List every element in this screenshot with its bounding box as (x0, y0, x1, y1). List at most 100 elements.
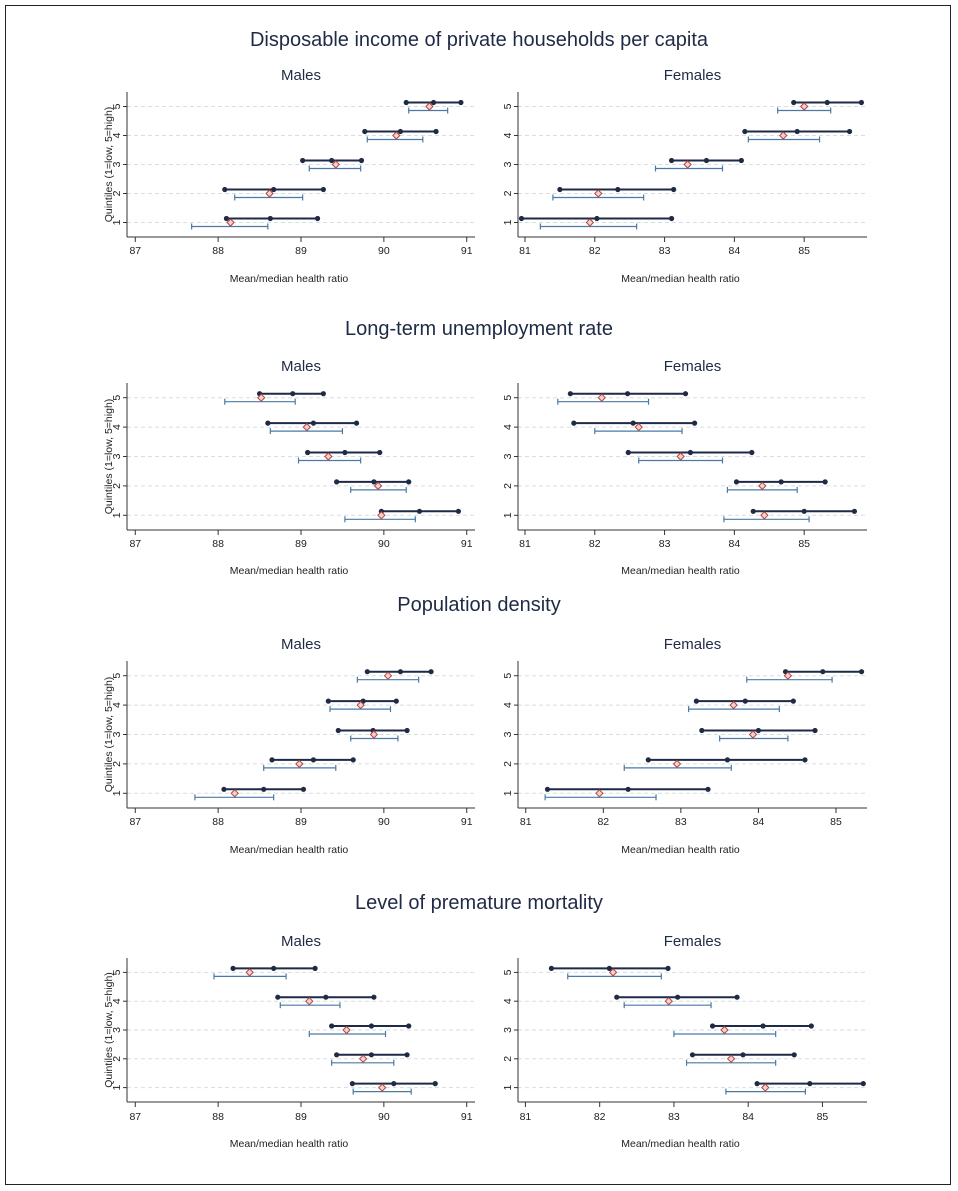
median-marker (748, 730, 758, 739)
range-point (624, 391, 631, 397)
range-point (320, 186, 326, 193)
range-point (750, 508, 756, 514)
range-point (671, 186, 677, 193)
range-point (548, 965, 555, 972)
x-axis-title: Mean/median health ratio (621, 844, 740, 856)
y-tick-label: 5 (502, 395, 514, 401)
x-axis-title: Mean/median health ratio (621, 1138, 740, 1150)
range-point (615, 186, 621, 193)
y-tick-label: 4 (111, 424, 123, 430)
panel-title: Females (664, 67, 722, 84)
median-marker (342, 1025, 351, 1035)
x-tick-label: 91 (461, 1111, 473, 1123)
y-tick-label: 1 (111, 219, 123, 225)
y-tick-label: 3 (502, 161, 514, 167)
x-tick-label: 88 (212, 816, 224, 828)
range-point (791, 1052, 797, 1058)
range-point (724, 757, 731, 763)
median-marker (608, 968, 618, 977)
x-axis-title: Mean/median health ratio (230, 844, 349, 856)
x-tick-label: 87 (129, 538, 141, 550)
y-tick-label: 3 (111, 1027, 123, 1033)
range-point (397, 669, 404, 675)
median-marker (634, 422, 643, 432)
range-point (625, 449, 631, 456)
range-point (275, 994, 281, 1000)
y-tick-label: 5 (502, 969, 514, 975)
range-point (353, 420, 360, 426)
range-point (406, 1023, 412, 1029)
x-tick-label: 83 (659, 538, 671, 550)
median-marker (324, 452, 333, 461)
y-tick-label: 4 (502, 998, 514, 1004)
y-tick-label: 3 (111, 161, 123, 167)
median-marker (595, 789, 604, 798)
range-point (606, 965, 612, 972)
section-title: Disposable income of private households … (250, 29, 709, 51)
y-tick-label: 2 (111, 761, 123, 767)
range-point (312, 965, 318, 972)
range-point (755, 727, 762, 734)
range-point (430, 99, 437, 106)
range-point (300, 786, 307, 792)
range-point (433, 128, 439, 135)
range-point (458, 99, 464, 106)
range-point (342, 449, 348, 456)
range-point (305, 449, 311, 456)
section-title: Population density (397, 594, 560, 616)
range-point (808, 1023, 814, 1029)
range-point (860, 1081, 866, 1087)
x-tick-label: 82 (594, 1111, 606, 1123)
range-point (335, 727, 341, 734)
range-point (571, 420, 577, 426)
x-tick-label: 89 (295, 538, 307, 550)
range-point (393, 698, 399, 704)
median-marker (585, 218, 595, 227)
y-tick-label: 2 (502, 483, 514, 489)
range-point (754, 1081, 760, 1087)
x-tick-label: 91 (461, 816, 473, 828)
y-axis-title: Quintiles (1=low, 5=high) (103, 677, 115, 793)
x-tick-label: 88 (212, 245, 224, 257)
range-point (740, 1052, 746, 1058)
x-tick-label: 83 (659, 245, 671, 257)
x-axis-title: Mean/median health ratio (230, 1138, 349, 1150)
x-tick-label: 81 (520, 816, 532, 828)
median-marker (676, 452, 685, 461)
range-point (329, 1023, 335, 1029)
range-point (364, 669, 370, 675)
range-point (703, 157, 710, 164)
range-point (689, 1052, 696, 1058)
median-marker (761, 1083, 770, 1092)
x-tick-label: 81 (520, 1111, 532, 1123)
x-tick-label: 90 (378, 816, 390, 828)
y-tick-label: 2 (111, 483, 123, 489)
x-tick-label: 83 (675, 816, 687, 828)
range-point (329, 157, 335, 164)
range-point (334, 1052, 340, 1058)
range-point (846, 128, 853, 135)
range-point (614, 994, 620, 1000)
section-title: Long-term unemployment rate (345, 318, 613, 340)
y-tick-label: 2 (111, 190, 123, 196)
range-point (778, 479, 784, 485)
y-tick-label: 1 (502, 219, 514, 225)
range-point (432, 1081, 438, 1087)
y-tick-label: 3 (111, 453, 123, 459)
median-marker (758, 481, 767, 491)
x-axis-title: Mean/median health ratio (621, 565, 740, 577)
median-marker (302, 422, 312, 432)
range-point (557, 186, 563, 193)
y-tick-label: 4 (111, 132, 123, 138)
range-point (734, 994, 740, 1000)
x-tick-label: 82 (597, 816, 609, 828)
median-marker (305, 996, 314, 1006)
range-point (391, 1081, 397, 1087)
y-tick-label: 1 (111, 790, 123, 796)
range-point (397, 128, 404, 135)
panel-title: Females (664, 358, 722, 375)
x-tick-label: 84 (729, 245, 741, 257)
range-point (323, 994, 329, 1000)
